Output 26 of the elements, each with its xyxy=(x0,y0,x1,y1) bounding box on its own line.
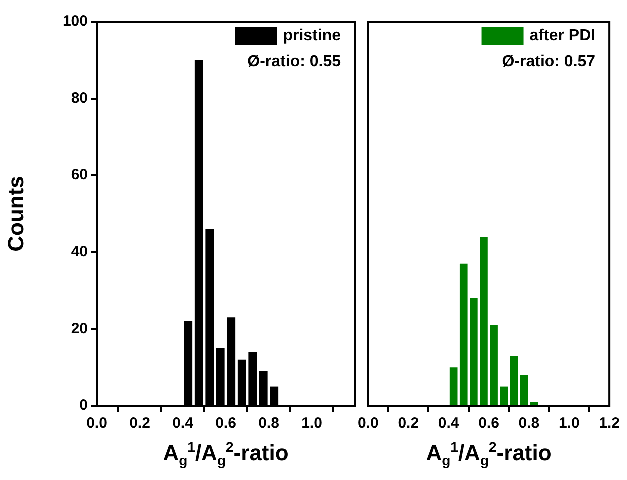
x-tick-label: 0.4 xyxy=(438,415,460,432)
x-tick-label: 0.2 xyxy=(398,415,420,432)
y-tick-label: 20 xyxy=(71,320,88,338)
x-tick-label: 0.4 xyxy=(172,415,194,432)
x-tick-label: 0.8 xyxy=(258,415,280,432)
y-tick-label: 40 xyxy=(71,244,88,261)
x-tick-label: 0.6 xyxy=(478,415,500,432)
y-tick-label: 60 xyxy=(71,166,88,184)
annotation: Ø-ratio: 0.55 xyxy=(248,53,342,70)
x-tick-label: 1.0 xyxy=(302,415,322,432)
y-tick-label: 0 xyxy=(80,397,88,414)
y-tick-label: 80 xyxy=(71,90,88,107)
annotation: Ø-ratio: 0.57 xyxy=(502,53,596,70)
x-axis-title: A$_{g}$$^{1}$/A$_{g}$$^{2}$-ratio xyxy=(426,439,552,469)
y-axis-title: Counts xyxy=(3,176,28,252)
x-tick-label: 0.0 xyxy=(358,415,379,432)
legend-label: pristine xyxy=(283,27,342,44)
x-tick-label: 0.2 xyxy=(130,415,150,432)
x-tick-label: 0.6 xyxy=(216,415,236,432)
x-tick-label: 1.0 xyxy=(558,415,580,432)
x-tick-label: 0.8 xyxy=(518,415,540,432)
x-tick-label: 1.2 xyxy=(599,415,620,432)
legend-label: after PDI xyxy=(530,27,596,44)
y-tick-label: 100 xyxy=(62,13,88,30)
x-axis-title: A$_{g}$$^{1}$/A$_{g}$$^{2}$-ratio xyxy=(163,439,289,469)
x-tick-label: 0.0 xyxy=(86,415,108,432)
